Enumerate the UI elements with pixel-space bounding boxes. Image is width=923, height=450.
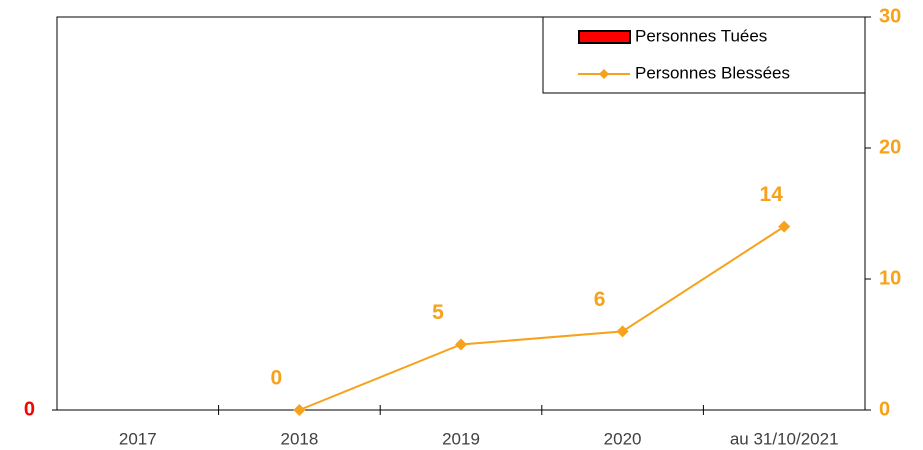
- y2-tick-label: 10: [879, 267, 901, 289]
- y2-tick-label: 0: [879, 398, 890, 420]
- legend-label: Personnes Blessées: [635, 63, 790, 82]
- marker: [293, 404, 306, 416]
- data-label: 0: [271, 367, 283, 390]
- x-tick-label: 2017: [119, 429, 157, 448]
- marker: [778, 220, 791, 233]
- line: [299, 225, 785, 411]
- legend-swatch: [578, 30, 631, 44]
- marker: [616, 325, 629, 338]
- y2-tick-label: 20: [879, 136, 901, 158]
- marker: [455, 338, 467, 351]
- legend-label: Personnes Tuées: [635, 26, 767, 45]
- data-label: 5: [432, 301, 444, 324]
- x-tick-label: 2020: [604, 429, 642, 448]
- y2-tick-label: 30: [879, 5, 901, 27]
- x-tick-label: 2019: [442, 429, 480, 448]
- y-tick-label: 0: [24, 398, 35, 420]
- legend-marker: [599, 69, 609, 79]
- data-label: 14: [760, 183, 784, 206]
- x-tick-label: au 31/10/2021: [730, 429, 839, 448]
- legend-box: [542, 16, 866, 94]
- data-label: 6: [594, 288, 606, 311]
- x-tick-label: 2018: [280, 429, 318, 448]
